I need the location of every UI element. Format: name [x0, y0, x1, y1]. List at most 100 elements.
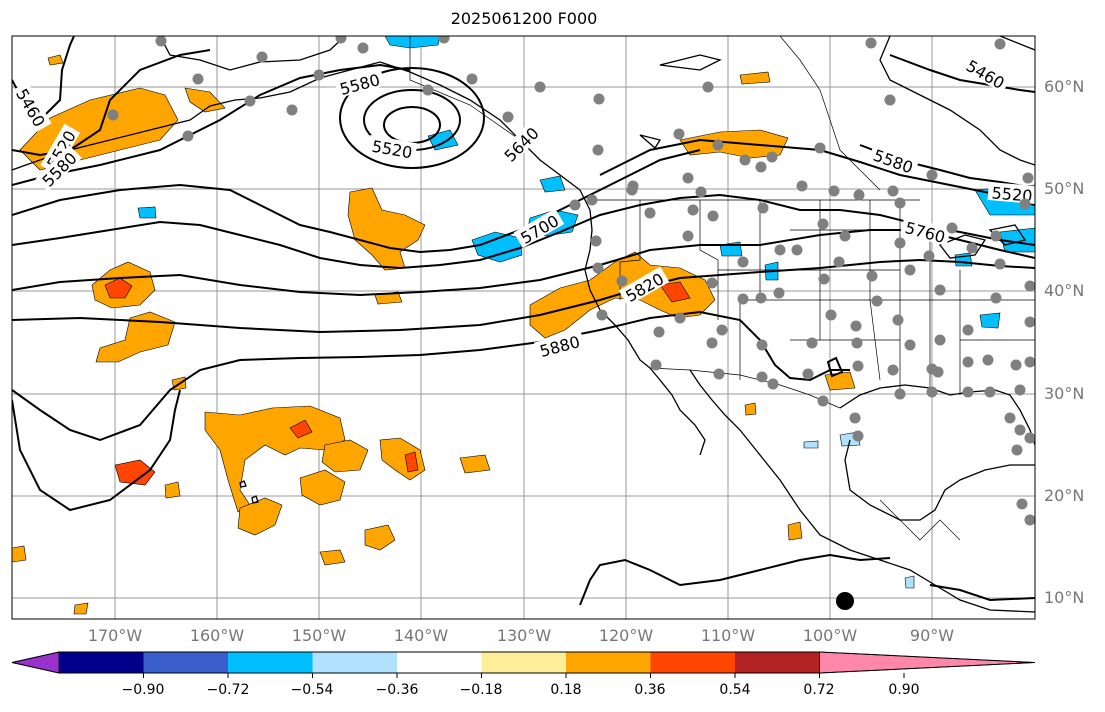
- lat-label-50n: 50°N: [1044, 179, 1085, 198]
- station-marker: [244, 95, 256, 107]
- station-marker: [502, 111, 514, 123]
- station-markers: [107, 36, 1035, 526]
- station-marker: [852, 360, 864, 372]
- contour-label-background: [333, 68, 385, 98]
- colorbar-tick-label: −0.36: [375, 682, 419, 698]
- negative-anomaly-region: [471, 231, 523, 263]
- lat-label-30n: 30°N: [1044, 384, 1085, 403]
- lon-label-130w: 130°W: [496, 626, 552, 645]
- station-marker: [1024, 356, 1035, 368]
- station-marker: [802, 368, 814, 380]
- station-marker: [107, 109, 119, 121]
- station-marker: [335, 36, 347, 44]
- weak-negative-anomaly-region: [904, 575, 915, 589]
- station-marker: [817, 395, 829, 407]
- negative-anomaly-region: [954, 252, 973, 267]
- station-marker: [932, 366, 944, 378]
- station-marker: [593, 93, 605, 105]
- station-marker: [1019, 198, 1031, 210]
- station-marker: [596, 309, 608, 321]
- negative-anomaly-region: [384, 36, 441, 49]
- station-marker: [757, 202, 769, 214]
- colorbar-segment: [228, 652, 313, 673]
- marker-dot: [836, 592, 854, 610]
- lon-label-100w: 100°W: [802, 626, 858, 645]
- colorbar-outline: [11, 651, 1036, 674]
- colorbar-segment: [481, 652, 567, 673]
- station-marker: [192, 73, 204, 85]
- lon-label-110w: 110°W: [700, 626, 756, 645]
- station-marker: [773, 287, 785, 299]
- station-marker: [926, 169, 938, 181]
- positive-anomaly-region: [824, 371, 856, 391]
- lat-label-60n: 60°N: [1044, 77, 1085, 96]
- station-marker: [586, 194, 598, 206]
- station-marker: [534, 81, 546, 93]
- station-marker: [904, 264, 916, 276]
- station-marker: [962, 356, 974, 368]
- station-marker: [1024, 514, 1035, 526]
- station-marker: [866, 270, 878, 282]
- station-marker: [422, 84, 434, 96]
- station-marker: [706, 277, 718, 289]
- station-marker: [994, 38, 1006, 50]
- positive-anomaly-region: [237, 497, 283, 536]
- strong-anomaly-region: [114, 459, 156, 486]
- map-title: 2025061200 F000: [450, 9, 598, 28]
- station-marker: [438, 36, 450, 44]
- station-marker: [766, 151, 778, 163]
- positive-anomaly-region: [73, 602, 89, 615]
- colorbar-segment: [397, 652, 482, 673]
- negative-anomaly-region: [979, 312, 1001, 329]
- negative-anomaly-region: [539, 175, 566, 193]
- contour-label-background: [35, 145, 82, 192]
- station-marker: [626, 184, 638, 196]
- strong-anomaly-region: [404, 451, 419, 473]
- colorbar-tick-label: −0.72: [206, 682, 250, 698]
- station-marker: [706, 337, 718, 349]
- station-marker: [894, 388, 906, 400]
- strong-anomaly-region: [289, 419, 313, 439]
- station-marker: [825, 309, 837, 321]
- station-marker: [966, 242, 978, 254]
- station-marker: [982, 354, 994, 366]
- colorbar-tick-label: 0.36: [634, 682, 666, 698]
- station-marker: [1022, 172, 1034, 184]
- station-marker: [833, 256, 845, 268]
- station-marker: [737, 256, 749, 268]
- station-marker: [569, 199, 581, 211]
- station-marker: [887, 185, 899, 197]
- station-marker: [682, 230, 694, 242]
- lat-label-10n: 10°N: [1044, 588, 1085, 607]
- colorbar-tick-label: 0.54: [719, 682, 751, 698]
- station-marker: [814, 142, 826, 154]
- contour-label-background: [900, 216, 952, 246]
- positive-anomaly-region: [364, 524, 396, 551]
- station-marker: [687, 204, 699, 216]
- station-marker: [653, 326, 665, 338]
- station-marker: [851, 337, 863, 349]
- station-marker: [1014, 384, 1026, 396]
- positive-anomaly-region: [164, 481, 181, 499]
- station-marker: [849, 412, 861, 424]
- map-frame: [11, 35, 1036, 620]
- station-marker: [934, 334, 946, 346]
- positive-anomaly-region: [739, 71, 771, 85]
- contour-label-background: [618, 266, 670, 307]
- station-marker: [994, 258, 1006, 270]
- station-marker: [990, 230, 1002, 242]
- station-marker: [739, 154, 751, 166]
- contour-label-background: [868, 143, 920, 177]
- lat-label-20n: 20°N: [1044, 486, 1085, 505]
- station-marker: [796, 180, 808, 192]
- station-marker: [1010, 359, 1022, 371]
- station-marker: [286, 104, 298, 116]
- colorbar-tick-label: 0.90: [888, 682, 920, 698]
- colorbar-tick-label: −0.90: [121, 682, 165, 698]
- station-marker: [962, 324, 974, 336]
- lon-label-120w: 120°W: [598, 626, 654, 645]
- colorbar-segment: [650, 652, 736, 673]
- positive-anomaly-region: [12, 545, 27, 563]
- colorbar: [11, 651, 1036, 678]
- colorbar-tick-label: 0.18: [550, 682, 582, 698]
